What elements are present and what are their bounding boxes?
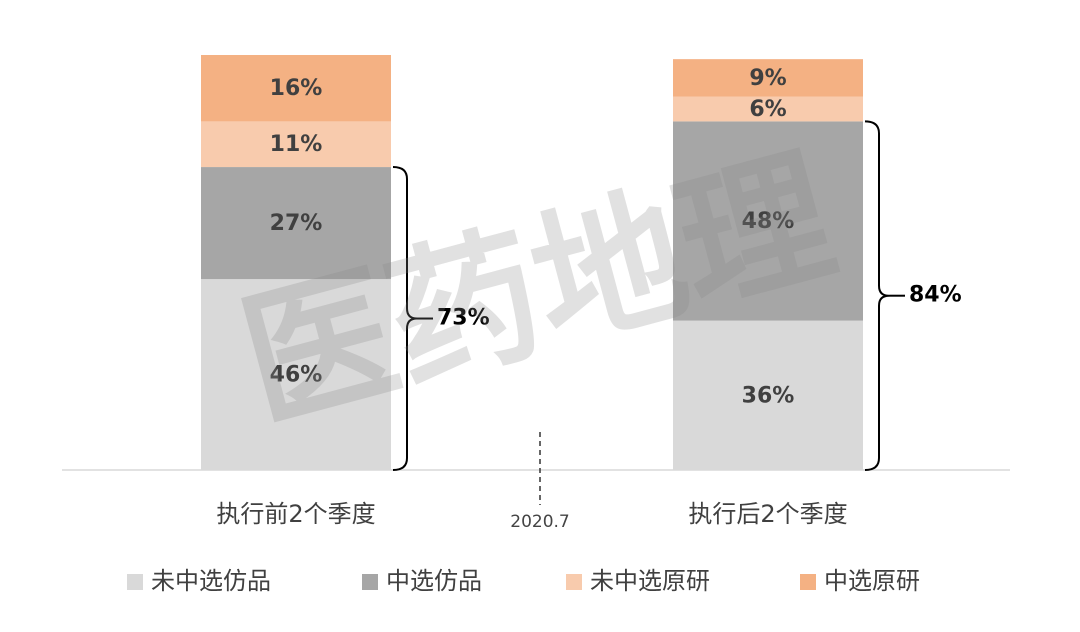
legend-swatch — [362, 574, 378, 590]
value-label: 36% — [742, 383, 795, 408]
x-tick-label: 执行后2个季度 — [688, 500, 847, 528]
bar-segment — [201, 279, 391, 470]
value-label: 27% — [270, 211, 323, 236]
value-label: 9% — [749, 66, 786, 91]
value-label: 46% — [270, 363, 323, 388]
value-label: 11% — [270, 132, 323, 157]
bar-segment — [673, 121, 863, 321]
legend-swatch — [566, 574, 582, 590]
bar-segment — [201, 121, 391, 168]
legend-label: 中选仿品 — [386, 567, 482, 595]
value-label: 48% — [742, 209, 795, 234]
legend-swatch — [800, 574, 816, 590]
bar-segment — [201, 55, 391, 122]
bracket-label: 84% — [909, 283, 962, 308]
bracket-label: 73% — [437, 306, 490, 331]
divider-label: 2020.7 — [510, 512, 569, 532]
value-label: 6% — [749, 97, 786, 122]
legend-swatch — [127, 574, 143, 590]
bracket — [864, 120, 890, 471]
bar-segment — [673, 320, 863, 470]
legend-label: 未中选仿品 — [151, 567, 271, 595]
bar-segment — [673, 96, 863, 122]
x-tick-label: 执行前2个季度 — [216, 500, 375, 528]
bar-segment — [201, 167, 391, 280]
legend-label: 未中选原研 — [590, 567, 710, 595]
value-label: 16% — [270, 76, 323, 101]
legend-label: 中选原研 — [824, 567, 920, 595]
bar-segment — [673, 59, 863, 97]
